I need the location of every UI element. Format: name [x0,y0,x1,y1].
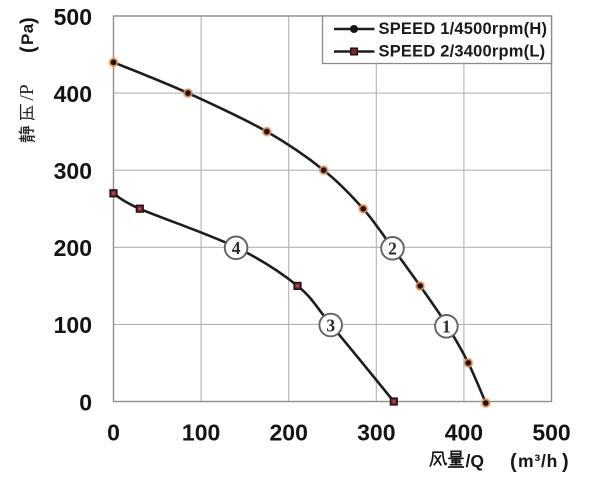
svg-text:3: 3 [326,315,335,335]
svg-text:/Q: /Q [466,451,484,471]
svg-text:/P: /P [17,84,38,100]
svg-text:500: 500 [54,4,92,30]
svg-text:1: 1 [442,317,451,337]
svg-text:300: 300 [357,420,395,446]
svg-text:2: 2 [388,239,397,259]
svg-text:4: 4 [232,238,241,258]
svg-text:300: 300 [54,158,92,184]
svg-text:SPEED 2/3400rpm(L): SPEED 2/3400rpm(L) [379,43,546,61]
svg-text:Pa: Pa [18,23,37,45]
svg-text:): ) [562,451,569,473]
svg-text:0: 0 [79,389,92,415]
svg-text:m³/h: m³/h [518,451,558,471]
svg-text:(: ( [18,46,40,53]
svg-text:400: 400 [54,81,92,107]
svg-text:200: 200 [270,420,308,446]
svg-text:200: 200 [54,235,92,261]
svg-text:500: 500 [532,420,570,446]
svg-text:400: 400 [445,420,483,446]
svg-text:(: ( [510,451,517,473]
svg-text:SPEED 1/4500rpm(H): SPEED 1/4500rpm(H) [379,20,548,38]
svg-text:100: 100 [182,420,220,446]
svg-text:100: 100 [54,312,92,338]
svg-text:): ) [18,17,40,24]
svg-text:0: 0 [107,420,120,446]
